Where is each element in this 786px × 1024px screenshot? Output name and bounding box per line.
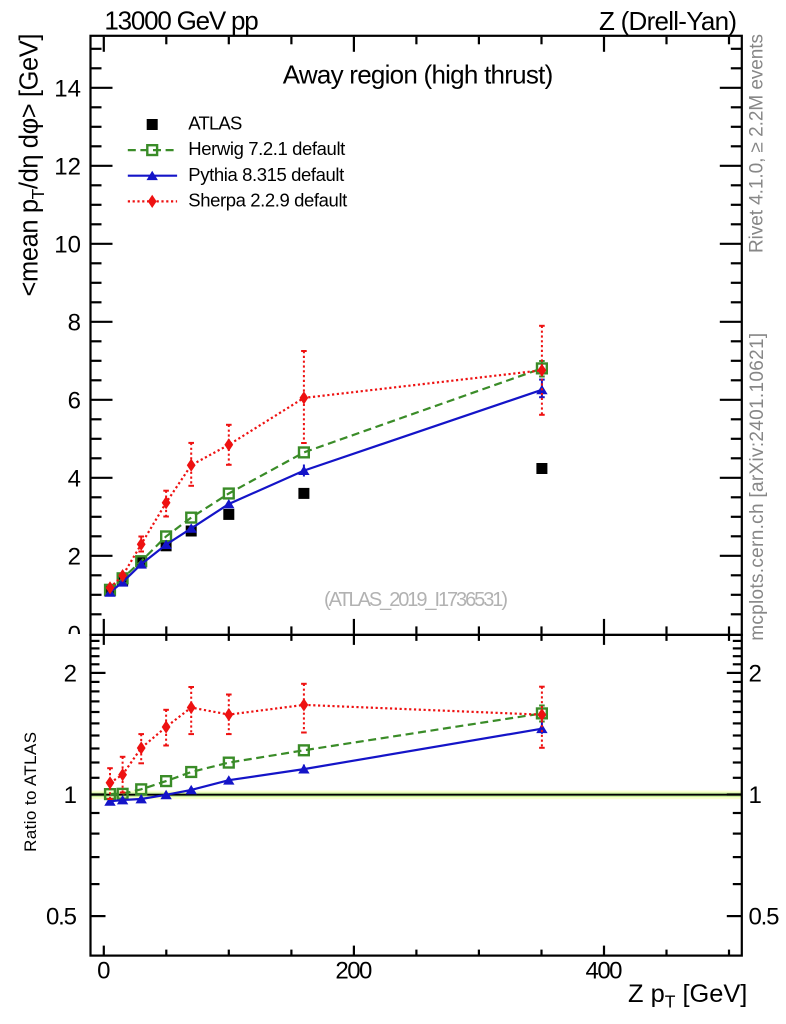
svg-text:13000 GeV pp: 13000 GeV pp	[104, 5, 258, 35]
svg-text:0: 0	[68, 621, 81, 648]
svg-text:6: 6	[68, 387, 81, 414]
svg-text:12: 12	[54, 153, 81, 180]
svg-text:mcplots.cern.ch [arXiv:2401.10: mcplots.cern.ch [arXiv:2401.10621]	[747, 333, 768, 641]
svg-text:0.5: 0.5	[46, 904, 77, 931]
svg-text:ATLAS: ATLAS	[188, 112, 242, 133]
svg-text:10: 10	[54, 231, 81, 258]
svg-text:Pythia 8.315 default: Pythia 8.315 default	[188, 164, 344, 185]
svg-text:200: 200	[335, 958, 372, 985]
svg-text:Rivet 4.1.0, ≥ 2.2M events: Rivet 4.1.0, ≥ 2.2M events	[747, 34, 768, 253]
svg-text:Ratio to ATLAS: Ratio to ATLAS	[21, 732, 40, 852]
svg-text:2: 2	[749, 660, 762, 687]
svg-text:Z (Drell-Yan): Z (Drell-Yan)	[599, 6, 737, 36]
svg-text:1: 1	[749, 782, 762, 809]
svg-text:<mean pT/dη dφ> [GeV]: <mean pT/dη dφ> [GeV]	[16, 34, 49, 297]
svg-text:1: 1	[64, 782, 77, 809]
svg-text:2: 2	[64, 660, 77, 687]
svg-text:400: 400	[586, 958, 623, 985]
svg-text:0.5: 0.5	[749, 904, 780, 931]
svg-text:2: 2	[68, 543, 81, 570]
svg-text:14: 14	[54, 75, 81, 102]
svg-text:4: 4	[68, 465, 81, 492]
svg-text:Herwig 7.2.1 default: Herwig 7.2.1 default	[188, 138, 345, 159]
svg-text:0: 0	[97, 958, 110, 985]
svg-text:8: 8	[68, 309, 81, 336]
svg-text:(ATLAS_2019_I1736531): (ATLAS_2019_I1736531)	[324, 589, 508, 611]
svg-text:Z pT [GeV]: Z pT [GeV]	[628, 980, 747, 1012]
svg-text:Sherpa 2.2.9 default: Sherpa 2.2.9 default	[188, 190, 347, 211]
svg-text:Away region (high thrust): Away region (high thrust)	[283, 60, 554, 90]
